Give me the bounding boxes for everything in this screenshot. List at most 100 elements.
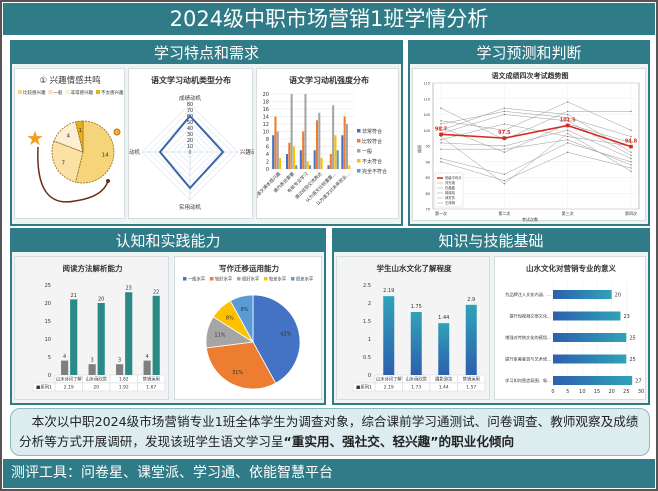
legend-label: 王伟明 (445, 200, 456, 205)
average-point (565, 123, 570, 128)
legend-swatch (357, 139, 361, 143)
tick-label: 5 (566, 389, 569, 395)
data-point (566, 135, 569, 138)
data-point (566, 120, 569, 122)
data-label: 101.5 (560, 118, 576, 124)
data-point (440, 129, 442, 131)
tick-label: 100 (423, 129, 430, 133)
tick-label: 20 (45, 301, 51, 307)
bar (553, 333, 627, 342)
legend-swatch (210, 277, 214, 281)
legend-label: 邱芳芳 (445, 195, 456, 200)
data-label: 23 (623, 314, 629, 320)
data-point (630, 167, 632, 169)
tick-label: 25 (623, 389, 629, 395)
legend-swatch (357, 129, 361, 133)
tick-label: 90 (426, 160, 430, 164)
legend-label: 班级平均分 (445, 175, 462, 180)
tick-label: 0 (551, 389, 554, 395)
category-label: 第四次 (625, 210, 637, 216)
table-value: 1.57 (466, 385, 476, 391)
bar (465, 304, 477, 375)
data-point (566, 129, 569, 131)
pie-slice (229, 294, 254, 343)
data-label: 97.5 (498, 130, 511, 136)
table-value: 2.19 (384, 385, 394, 391)
legend-label: 完全不符合 (362, 168, 387, 175)
tick-label: 20 (263, 92, 269, 98)
category-label: 山水画欣赏 (86, 376, 108, 383)
data-point (503, 145, 506, 147)
tick-label: 16 (263, 107, 269, 113)
bar (97, 303, 105, 375)
category-label: 山水画欣赏 (406, 376, 428, 383)
category-label: 第一次 (435, 210, 447, 216)
bar (306, 161, 309, 169)
category-label: 第二次 (498, 210, 510, 216)
average-point (502, 136, 507, 140)
interest-chart-card: ① 兴趣情感共鸣 比较感兴趣 一般 非常感兴趣 不太感兴趣 14 7 4 1 ★ (14, 68, 125, 219)
data-point (503, 129, 506, 131)
tick-label: 2.5 (363, 283, 371, 289)
legend-swatch (237, 277, 241, 281)
bar (274, 116, 277, 169)
bar (279, 157, 282, 169)
tick-label: 25 (45, 283, 51, 289)
bar (553, 290, 612, 299)
student-line (440, 111, 632, 137)
data-label: 4 (66, 133, 70, 139)
category-label: 学习如何营造氛围、吸... (505, 377, 551, 384)
reading-bar-chart: 阅读方法解析能力 0 5 10 15 20 25 山水诗词了解 2.19 山水画欣赏 20 1.82 1… (32, 263, 166, 392)
bar (152, 295, 160, 375)
bar (332, 105, 335, 169)
bar (553, 376, 633, 385)
legend-swatch (48, 90, 53, 94)
legend-label: 很差水平 (296, 276, 314, 283)
data-label: 7 (61, 160, 65, 166)
tick-label: 2 (266, 160, 269, 166)
data-point (566, 110, 569, 113)
data-label: 8% (226, 315, 234, 321)
section-header: 知识与技能基础 (334, 230, 648, 252)
bar (553, 354, 627, 364)
data-point (630, 161, 632, 163)
data-label: 42% (280, 332, 291, 338)
tick-label: 1 (368, 337, 371, 343)
tick-label: 20 (608, 389, 614, 395)
motive-strength-bar-chart: 语文学习动机强度分布02468101214161820对语文课本感兴趣课内表达需… (252, 75, 387, 207)
tick-label: 4 (266, 152, 269, 158)
knowledge-chart-card: 学生山水文化了解程度 0 0.5 1 1.5 2 2.5 山水诗词了解 2.19 山水画欣赏 1.7… (336, 256, 490, 400)
chart-title: ① 兴趣情感共鸣 (39, 75, 100, 86)
motive-strength-chart-card: 语文学习动机强度分布 0 2 4 6 8 10 12 14 16 18 20 对语文课本感兴趣 课内表达需… (252, 68, 399, 219)
legend-label: 一般 (54, 89, 63, 96)
pie-slice (75, 120, 115, 184)
bar (288, 142, 291, 169)
page-title: 2024级中职市场营销1班学情分析 (3, 3, 655, 35)
bar (309, 165, 312, 169)
category-label: 增强对传统文化的感悟... (505, 334, 551, 341)
legend-label: 比较感兴趣 (23, 89, 46, 96)
chart-title: 语文学习动机类型分布 (151, 75, 231, 85)
bar (553, 311, 621, 321)
average-point (439, 132, 443, 137)
tick-label: 80 (426, 192, 430, 196)
legend-swatch (357, 149, 361, 153)
data-point (440, 123, 442, 125)
legend-label: 比较符合 (362, 138, 382, 145)
bar (341, 135, 344, 169)
pie-slice (51, 140, 84, 183)
data-point (440, 120, 442, 122)
bar (276, 131, 279, 169)
tick-label: 85 (426, 176, 430, 180)
legend-swatch (357, 159, 361, 163)
average-point (629, 144, 633, 149)
tick-label: 2 (368, 301, 371, 307)
motive-type-chart-card: 语文学习动机类型分布01020304050607080成绩动机兴趣动机实用动机社… (118, 68, 263, 219)
table-cell (352, 382, 376, 392)
data-point (630, 157, 632, 160)
table-value: 1.67 (146, 385, 156, 391)
motive-radar-chart: 语文学习动机类型分布01020304050607080成绩动机兴趣动机实用动机社… (118, 75, 263, 211)
bar (116, 364, 124, 375)
tick-label: 75 (426, 208, 430, 212)
